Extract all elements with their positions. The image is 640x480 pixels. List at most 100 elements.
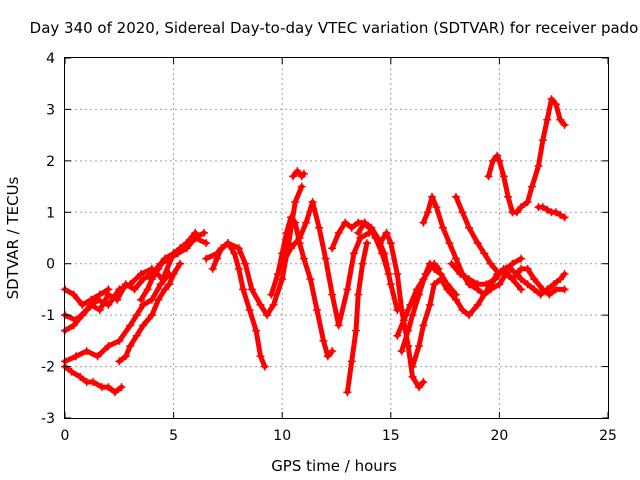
data-point (117, 383, 126, 392)
data-point (551, 100, 560, 109)
data-point (551, 208, 560, 217)
data-point (504, 192, 513, 201)
data-point (547, 95, 556, 104)
data-point (104, 383, 113, 392)
data-point (464, 223, 473, 232)
data-point (484, 172, 493, 181)
data-point (239, 285, 248, 294)
data-point (278, 249, 287, 258)
data-point (176, 244, 185, 253)
data-point (530, 275, 539, 284)
data-point (538, 203, 547, 212)
data-point (306, 275, 315, 284)
data-point (87, 295, 96, 304)
data-point (356, 234, 365, 242)
data-point (545, 290, 554, 299)
series-line (290, 168, 307, 179)
x-tick-label: 10 (273, 428, 291, 444)
series-line (62, 286, 111, 308)
data-point (430, 280, 439, 289)
series-line (507, 266, 568, 298)
data-point (360, 218, 369, 227)
data-point (530, 285, 539, 294)
data-point (393, 270, 402, 278)
series-line (410, 271, 500, 370)
data-point (252, 326, 261, 335)
series-s7 (137, 228, 200, 304)
data-point (543, 285, 552, 294)
series-s5 (61, 285, 113, 309)
x-axis-label: GPS time / hours (271, 457, 397, 475)
data-point (523, 264, 532, 273)
data-point (408, 311, 417, 320)
data-point (358, 259, 367, 268)
data-point (176, 259, 185, 268)
data-point (397, 306, 406, 314)
data-point (165, 280, 174, 289)
data-point (139, 300, 148, 309)
data-point (247, 285, 256, 294)
data-point (126, 342, 135, 350)
data-point (386, 239, 395, 248)
data-point (315, 223, 324, 232)
data-point (341, 218, 350, 227)
data-point (130, 285, 139, 294)
data-point (291, 198, 300, 206)
data-point (132, 311, 141, 320)
data-point (523, 198, 532, 206)
data-point (549, 280, 558, 289)
y-tick-label: 3 (46, 102, 55, 118)
y-axis-label: SDTVAR / TECUs (4, 176, 22, 299)
data-point (560, 285, 569, 294)
data-point (493, 151, 502, 160)
data-point (110, 388, 119, 397)
data-point (432, 203, 441, 212)
data-point (115, 336, 124, 345)
data-point (464, 275, 473, 284)
data-point (121, 280, 130, 289)
data-point (556, 275, 565, 284)
data-point (349, 249, 358, 258)
data-point (302, 218, 311, 227)
data-point (308, 198, 317, 206)
data-point (143, 285, 152, 294)
data-point (78, 300, 87, 309)
data-point (323, 352, 332, 361)
data-point (104, 342, 113, 350)
series-s3 (61, 362, 126, 397)
data-point (262, 311, 271, 320)
data-point (517, 254, 526, 263)
y-tick-label: 2 (46, 154, 55, 170)
data-point (499, 264, 508, 273)
data-point (202, 254, 211, 263)
data-point (428, 192, 437, 201)
data-point (69, 290, 78, 299)
data-point (473, 239, 482, 248)
data-point (408, 372, 417, 381)
data-point (543, 115, 552, 124)
data-point (445, 239, 454, 248)
data-point (289, 172, 298, 181)
data-point (334, 321, 343, 330)
data-point (354, 290, 363, 299)
x-tick-label: 20 (490, 428, 508, 444)
data-point (160, 285, 169, 294)
data-point (473, 300, 482, 309)
data-point (154, 264, 163, 273)
series-s6 (115, 259, 185, 366)
data-point (499, 172, 508, 181)
chart-title: Day 340 of 2020, Sidereal Day-to-day VTE… (30, 19, 639, 37)
data-point (451, 254, 460, 263)
data-point (380, 249, 389, 258)
data-point (438, 223, 447, 232)
data-point (486, 285, 495, 294)
x-tick-label: 5 (169, 428, 178, 444)
data-point (208, 264, 217, 273)
data-point (538, 136, 547, 145)
data-point (69, 321, 78, 330)
series-s10 (289, 167, 308, 181)
data-point (419, 321, 428, 330)
data-point (397, 347, 406, 356)
data-point (412, 285, 421, 294)
